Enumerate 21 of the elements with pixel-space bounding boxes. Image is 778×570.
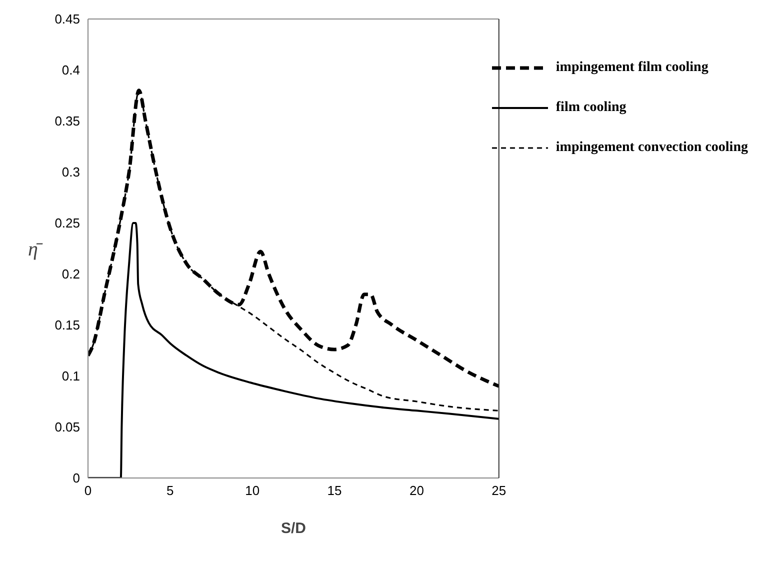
x-tick-label: 5 bbox=[166, 483, 174, 498]
x-tick-label: 10 bbox=[245, 483, 260, 498]
y-tick-label: 0.3 bbox=[62, 164, 80, 180]
legend-label: impingement convection cooling bbox=[556, 140, 748, 156]
x-tick-label: 25 bbox=[492, 483, 506, 498]
y-axis-title: η̄ bbox=[28, 238, 43, 261]
y-tick-label: 0.2 bbox=[62, 266, 80, 282]
legend-label: impingement film cooling bbox=[556, 60, 708, 76]
y-tick-label: 0.25 bbox=[54, 216, 80, 231]
x-axis-title: S/D bbox=[280, 520, 306, 537]
y-tick-label: 0.1 bbox=[62, 368, 80, 384]
y-tick-label: 0.35 bbox=[54, 114, 80, 129]
y-tick-label: 0.45 bbox=[54, 12, 80, 27]
x-tick-label: 15 bbox=[327, 483, 342, 498]
y-tick-label: 0 bbox=[72, 470, 80, 486]
y-tick-label: 0.4 bbox=[62, 62, 80, 78]
y-tick-label: 0.15 bbox=[54, 318, 80, 333]
y-tick-label: 0.05 bbox=[54, 420, 80, 435]
x-tick-label: 20 bbox=[409, 483, 424, 498]
x-tick-label: 0 bbox=[84, 483, 92, 498]
legend-label: film cooling bbox=[556, 100, 626, 116]
